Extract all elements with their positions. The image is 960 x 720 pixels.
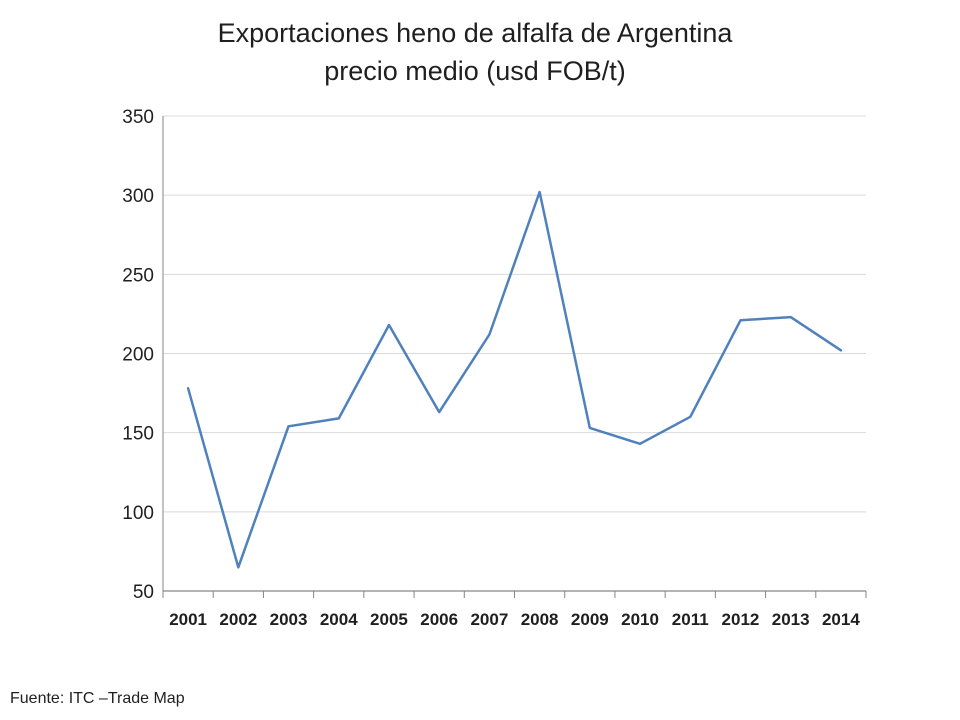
x-tick-label: 2002: [219, 610, 257, 629]
x-tick-label: 2003: [270, 610, 308, 629]
x-tick-label: 2004: [320, 610, 358, 629]
x-tick-label: 2001: [169, 610, 207, 629]
y-tick-label: 50: [133, 582, 154, 603]
series-line: [186, 190, 843, 569]
chart-title: Exportaciones heno de alfalfa de Argenti…: [217, 18, 733, 48]
x-tick-label: 2007: [470, 610, 508, 629]
x-tick-label: 2014: [822, 610, 860, 629]
y-tick-label: 300: [122, 186, 154, 207]
y-tick-label: 150: [122, 424, 154, 445]
x-tick-label: 2005: [370, 610, 408, 629]
chart-subtitle: precio medio (usd FOB/t): [324, 56, 626, 86]
x-tick-label: 2006: [420, 610, 458, 629]
x-tick-label: 2010: [621, 610, 659, 629]
y-tick-label: 250: [122, 265, 154, 286]
x-tick-label: 2009: [571, 610, 609, 629]
x-tick-label: 2008: [521, 610, 559, 629]
source-note: Fuente: ITC –Trade Map: [10, 690, 185, 707]
y-tick-label: 350: [122, 107, 154, 128]
chart-title-block: Exportaciones heno de alfalfa de Argenti…: [0, 14, 950, 90]
x-tick-label: 2011: [672, 610, 709, 629]
x-tick-label: 2012: [722, 610, 760, 629]
y-tick-label: 100: [122, 503, 154, 524]
y-tick-label: 200: [122, 345, 154, 366]
x-tick-label: 2013: [772, 610, 810, 629]
